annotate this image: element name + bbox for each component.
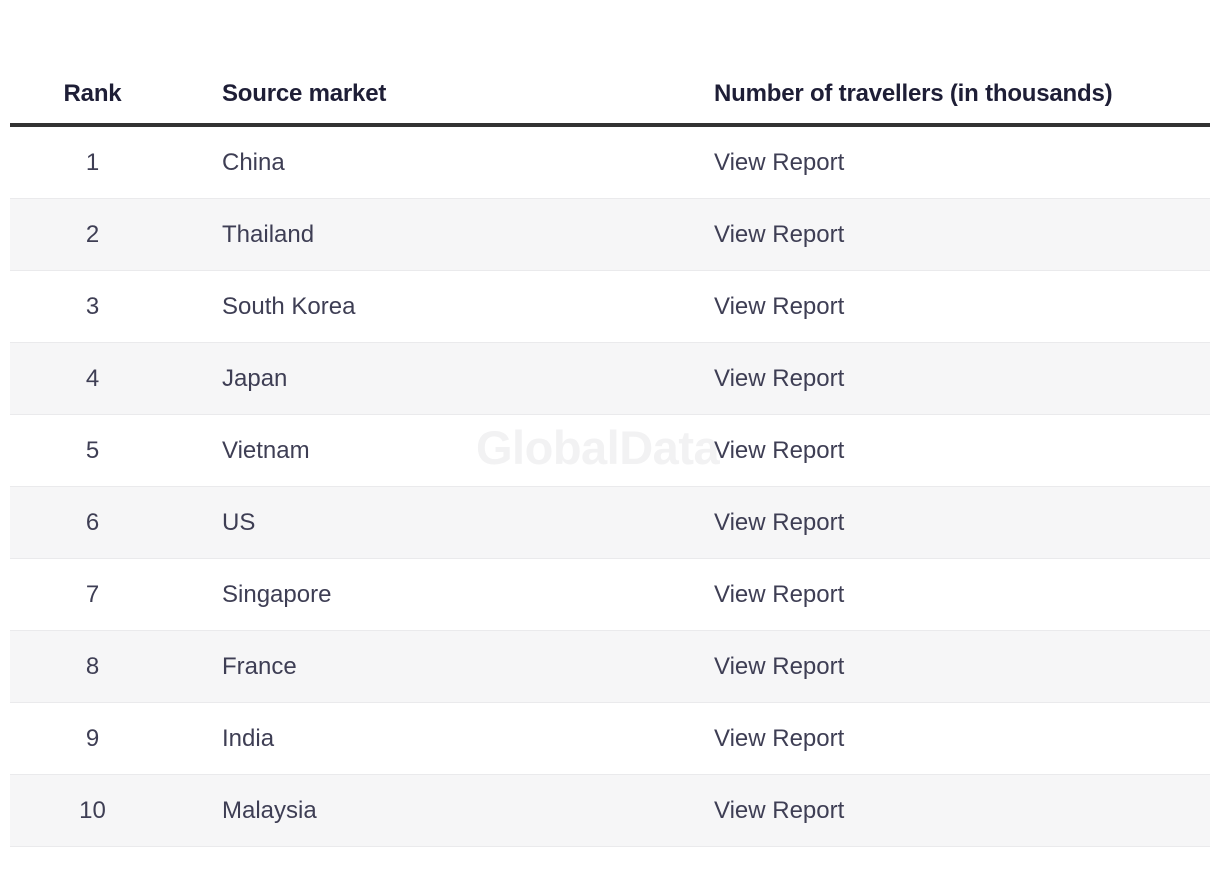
report-cell: View Report [667,630,1210,703]
table-header: Rank Source market Number of travellers … [10,65,1210,127]
source-market-cell: Japan [175,342,667,415]
rank-cell: 1 [10,125,175,199]
rank-cell: 8 [10,630,175,703]
table-body: 1 China View Report 2 Thailand View Repo… [10,125,1210,847]
table-row: 5 Vietnam View Report [10,414,1210,487]
source-market-cell: Singapore [175,558,667,631]
rank-cell: 9 [10,702,175,775]
column-header-number-of-travellers: Number of travellers (in thousands) [667,65,1210,127]
table-row: 3 South Korea View Report [10,270,1210,343]
source-market-cell: China [175,125,667,199]
rank-cell: 2 [10,198,175,271]
table-row: 10 Malaysia View Report [10,774,1210,847]
rank-cell: 10 [10,774,175,847]
column-header-rank: Rank [10,65,175,127]
report-cell: View Report [667,774,1210,847]
table-row: 4 Japan View Report [10,342,1210,415]
view-report-link[interactable]: View Report [714,364,845,392]
report-cell: View Report [667,125,1210,199]
rank-cell: 6 [10,486,175,559]
source-market-cell: South Korea [175,270,667,343]
view-report-link[interactable]: View Report [714,580,845,608]
view-report-link[interactable]: View Report [714,148,845,176]
source-market-cell: India [175,702,667,775]
report-cell: View Report [667,414,1210,487]
travellers-table-container: Rank Source market Number of travellers … [10,65,1210,847]
view-report-link[interactable]: View Report [714,220,845,248]
column-header-source-market: Source market [175,65,667,127]
table-row: 2 Thailand View Report [10,198,1210,271]
rank-cell: 3 [10,270,175,343]
view-report-link[interactable]: View Report [714,724,845,752]
table-row: 8 France View Report [10,630,1210,703]
view-report-link[interactable]: View Report [714,796,845,824]
travellers-table: Rank Source market Number of travellers … [10,65,1210,847]
source-market-cell: France [175,630,667,703]
view-report-link[interactable]: View Report [714,508,845,536]
report-cell: View Report [667,270,1210,343]
table-row: 6 US View Report [10,486,1210,559]
report-cell: View Report [667,342,1210,415]
table-row: 1 China View Report [10,125,1210,199]
report-cell: View Report [667,198,1210,271]
report-cell: View Report [667,702,1210,775]
table-row: 7 Singapore View Report [10,558,1210,631]
rank-cell: 4 [10,342,175,415]
view-report-link[interactable]: View Report [714,436,845,464]
view-report-link[interactable]: View Report [714,652,845,680]
view-report-link[interactable]: View Report [714,292,845,320]
header-row: Rank Source market Number of travellers … [10,65,1210,127]
rank-cell: 7 [10,558,175,631]
source-market-cell: Malaysia [175,774,667,847]
table-row: 9 India View Report [10,702,1210,775]
rank-cell: 5 [10,414,175,487]
source-market-cell: US [175,486,667,559]
report-cell: View Report [667,558,1210,631]
report-cell: View Report [667,486,1210,559]
source-market-cell: Vietnam [175,414,667,487]
source-market-cell: Thailand [175,198,667,271]
